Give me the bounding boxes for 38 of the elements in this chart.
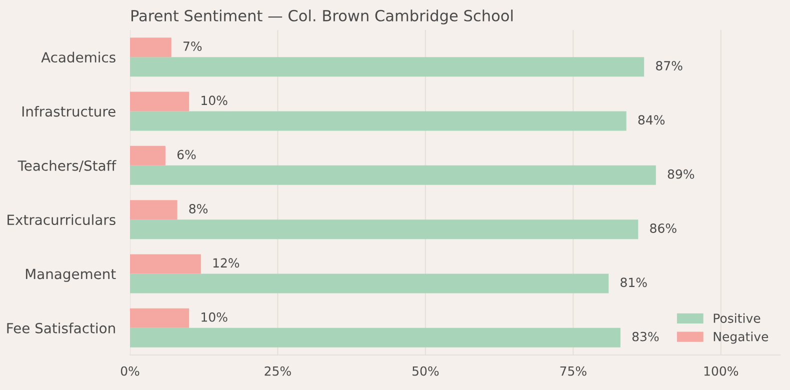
bar xyxy=(130,220,638,240)
data-label: 83% xyxy=(632,332,659,342)
bar xyxy=(130,38,172,58)
data-label: 7% xyxy=(184,42,202,51)
legend-label: Positive xyxy=(714,313,760,323)
data-label: 86% xyxy=(650,224,676,233)
bar xyxy=(130,254,201,274)
data-label: 6% xyxy=(177,150,196,160)
bar xyxy=(130,274,609,294)
bar xyxy=(130,146,166,166)
x-tick-label: 75% xyxy=(560,366,586,376)
x-tick-label: 50% xyxy=(412,366,439,376)
data-label: 84% xyxy=(638,115,665,125)
y-tick-label: Extracurriculars xyxy=(8,214,116,226)
data-label: 12% xyxy=(213,258,240,268)
data-label: 8% xyxy=(189,204,208,214)
data-label: 89% xyxy=(668,169,694,179)
y-tick-label: Teachers/Staff xyxy=(18,160,116,172)
bar xyxy=(130,328,620,348)
chart-title: Parent Sentiment — Col. Brown Cambridge School xyxy=(132,10,513,24)
bar xyxy=(130,165,656,185)
data-label: 10% xyxy=(202,96,228,106)
data-label: 87% xyxy=(656,61,682,70)
bar xyxy=(130,92,190,112)
y-tick-label: Infrastructure xyxy=(22,106,116,117)
data-label: 10% xyxy=(202,312,228,322)
x-tick-label: 100% xyxy=(704,366,738,376)
data-label: 81% xyxy=(620,278,647,288)
y-tick-label: Fee Satisfaction xyxy=(7,322,115,334)
x-tick-label: 0% xyxy=(120,366,140,376)
bar xyxy=(130,57,644,77)
bar xyxy=(130,200,178,220)
bar xyxy=(130,308,190,328)
legend-label: Negative xyxy=(714,332,768,344)
x-tick-label: 25% xyxy=(264,366,291,376)
y-tick-label: Academics xyxy=(41,52,116,63)
bar xyxy=(130,111,626,131)
y-tick-label: Management xyxy=(26,268,116,282)
